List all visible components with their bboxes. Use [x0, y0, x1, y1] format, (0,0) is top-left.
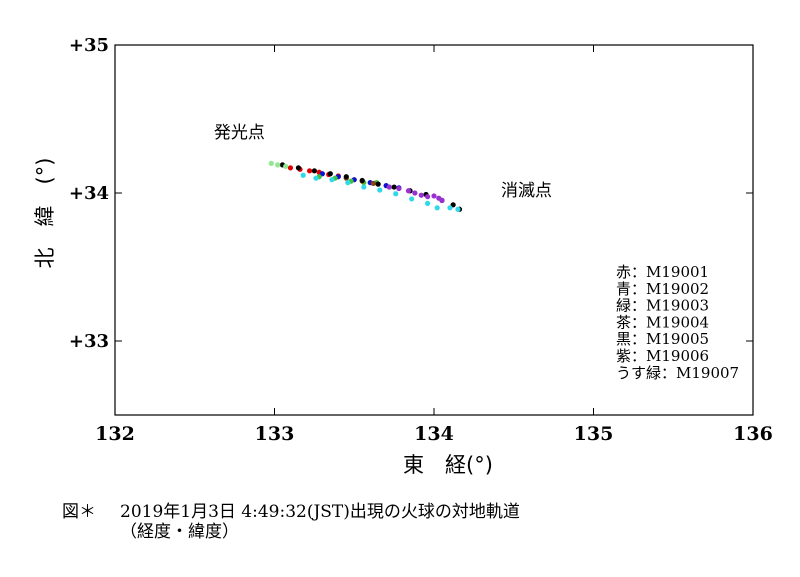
x-axis: 132 133 134 135 136 [95, 45, 773, 445]
data-point [327, 171, 333, 177]
y-axis-label: 北 緯 (°) [33, 158, 57, 269]
data-point [345, 180, 351, 186]
legend-entry: 紫：M19006 [616, 347, 709, 365]
x-tick-label: 136 [733, 423, 773, 445]
data-point [396, 185, 402, 192]
data-point [359, 177, 365, 184]
data-point [377, 187, 383, 193]
y-tick-label: +35 [69, 35, 109, 56]
x-axis-label: 東 経(°) [403, 453, 493, 477]
data-point [283, 163, 289, 169]
data-point [295, 165, 302, 171]
data-point [361, 184, 367, 190]
figure-label: 図＊ [62, 502, 96, 522]
data-point [329, 177, 335, 183]
x-tick-label: 133 [255, 423, 295, 445]
caption-line-1: 図＊ 2019年1月3日 4:49:32(JST)出現の火球の対地軌道 [62, 502, 520, 522]
data-point [287, 165, 294, 171]
data-point [409, 196, 415, 202]
data-point [300, 172, 306, 178]
data-point [425, 194, 431, 200]
legend-entry: 黒：M19005 [616, 330, 709, 348]
y-tick-label: +33 [69, 331, 109, 352]
data-point [412, 190, 418, 196]
data-point [391, 184, 397, 190]
data-point [343, 174, 349, 180]
legend-entry: 赤：M19001 [616, 263, 709, 281]
legend: 赤：M19001青：M19002緑：M19003茶：M19004黒：M19005… [616, 263, 739, 382]
data-point [434, 205, 440, 211]
data-point [431, 193, 437, 199]
data-point [313, 175, 319, 181]
legend-entry: 青：M19002 [616, 280, 709, 298]
data-point [370, 180, 376, 186]
caption-title: 2019年1月3日 4:49:32(JST)出現の火球の対地軌道 [120, 502, 520, 522]
x-tick-label: 134 [414, 423, 454, 445]
data-point [418, 192, 424, 198]
point-annotation: 消滅点 [501, 181, 552, 201]
x-tick-label: 132 [95, 423, 135, 445]
data-point [425, 200, 431, 206]
data-point [393, 191, 399, 197]
x-tick-label: 135 [574, 423, 614, 445]
data-point [447, 205, 453, 211]
y-axis: +35 +34 +33 [69, 35, 753, 352]
data-point [306, 168, 313, 174]
figure-caption: 図＊ 2019年1月3日 4:49:32(JST)出現の火球の対地軌道 （経度・緯… [62, 502, 520, 542]
data-point [455, 206, 461, 212]
point-annotation: 発光点 [214, 123, 265, 143]
data-point [275, 162, 281, 168]
legend-entry: うす緑：M19007 [616, 364, 739, 382]
legend-entry: 茶：M19004 [616, 313, 709, 331]
data-points [268, 160, 463, 212]
data-point [439, 197, 445, 203]
data-point [386, 184, 392, 190]
data-point [311, 168, 317, 174]
y-tick-label: +34 [69, 183, 109, 204]
caption-line-2: （経度・緯度） [120, 522, 239, 542]
data-point [375, 181, 381, 187]
data-point [268, 160, 274, 166]
data-point [405, 188, 412, 194]
legend-entry: 緑：M19003 [616, 297, 709, 315]
